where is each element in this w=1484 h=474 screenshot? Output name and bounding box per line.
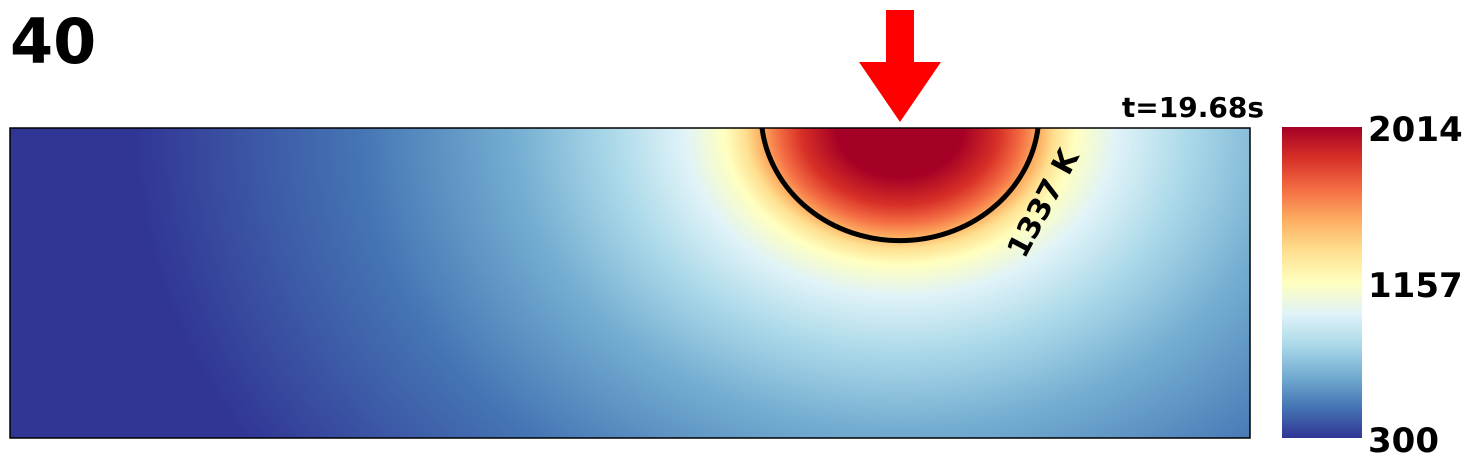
arrow-head bbox=[859, 62, 941, 122]
melt-pool-contour bbox=[759, 128, 1041, 244]
time-label: t=19.68s bbox=[1122, 91, 1264, 124]
colorbar-mid-label: 1157 bbox=[1368, 266, 1463, 306]
temperature-field bbox=[10, 128, 1250, 438]
plot-frame bbox=[9, 127, 1251, 439]
colorbar: 2014 1157 300 bbox=[1282, 110, 1463, 461]
temperature-field-plot bbox=[10, 128, 1250, 438]
colorbar-scale bbox=[1282, 127, 1362, 438]
heat-source-arrow-icon bbox=[859, 10, 941, 122]
colorbar-max-label: 2014 bbox=[1368, 110, 1463, 150]
colorbar-min-label: 300 bbox=[1368, 421, 1439, 461]
arrow-shaft bbox=[886, 10, 914, 62]
frame-number: 40 bbox=[10, 5, 96, 78]
